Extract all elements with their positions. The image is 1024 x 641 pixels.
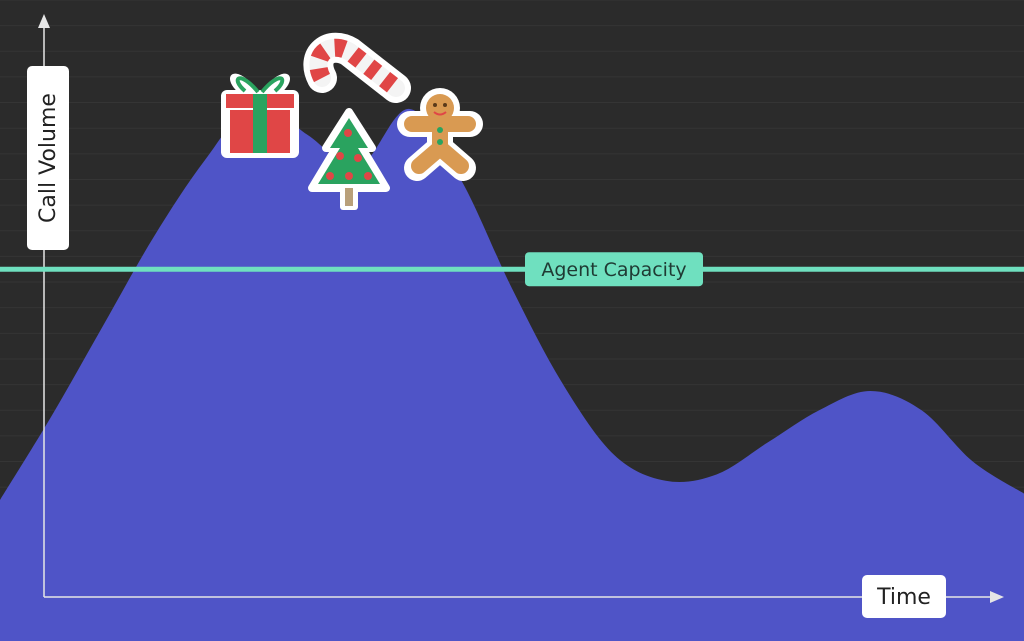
x-axis-arrow xyxy=(990,591,1004,603)
x-axis-label-text: Time xyxy=(876,585,931,610)
y-axis-label-text: Call Volume xyxy=(36,93,61,223)
x-axis-label-bg xyxy=(862,575,946,618)
y-axis-label: Call Volume xyxy=(27,66,69,250)
gingerbread-man-icon xyxy=(397,88,483,181)
candy-cane-icon xyxy=(303,32,411,103)
gift-icon xyxy=(221,73,299,158)
y-axis-label-bg xyxy=(27,66,69,250)
y-axis-arrow xyxy=(38,14,50,28)
christmas-tree-icon xyxy=(308,108,390,210)
agent-capacity-label: Agent Capacity xyxy=(525,252,703,287)
x-axis-label: Time xyxy=(862,575,946,618)
agent-capacity-label-bg xyxy=(525,252,703,287)
call-volume-area xyxy=(0,102,1024,641)
agent-capacity-label-text: Agent Capacity xyxy=(541,259,686,281)
